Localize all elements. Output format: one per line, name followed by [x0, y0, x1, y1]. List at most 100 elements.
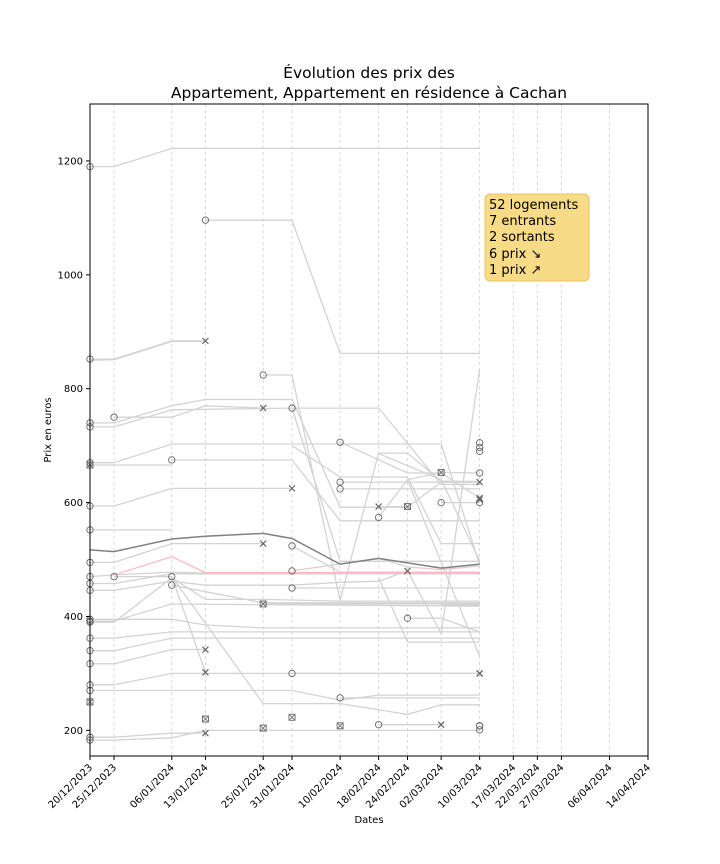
y-axis-ticks: 200 400 600 800 1000 1200 — [58, 156, 90, 737]
series-start-marker-s44 — [201, 715, 209, 723]
series-line-s49 — [90, 732, 206, 738]
summary-line-exits: 2 sortants — [489, 230, 555, 245]
series-start-marker-s44-cross — [202, 716, 209, 722]
y-tick-label-800: 800 — [64, 384, 83, 395]
series-end-marker-s25 — [404, 567, 411, 575]
y-tick-label-1200: 1200 — [58, 156, 83, 167]
series-start-marker-s45-cross — [289, 714, 295, 721]
entrant-marker-5 — [475, 722, 484, 730]
series-lines — [89, 147, 481, 741]
series-line-s50 — [90, 729, 480, 741]
summary-line-listings: 52 logements — [489, 198, 578, 213]
series-start-marker-s27 — [288, 567, 296, 575]
series-start-marker-s22 — [288, 542, 296, 550]
chart-title-line-2: Appartement, Appartement en résidence à … — [171, 84, 567, 102]
y-tick-label-200: 200 — [64, 726, 83, 737]
extra-marker-2-cross — [438, 469, 444, 476]
series-start-marker-s45 — [288, 713, 296, 721]
series-start-marker-s12 — [168, 456, 176, 464]
extra-marker-2 — [437, 468, 445, 476]
series-line-s36 — [90, 618, 480, 629]
series-line-s26 — [90, 577, 480, 623]
series-start-marker-s16 — [336, 485, 344, 493]
series-start-marker-s46-cross — [260, 725, 266, 731]
series-markers — [86, 162, 484, 744]
summary-box-background — [484, 193, 590, 282]
y-axis-label: Prix en euros — [43, 397, 54, 462]
entrant-marker-2 — [475, 447, 484, 456]
series-start-marker-s30 — [259, 600, 267, 608]
extra-marker-1 — [476, 670, 484, 677]
series-line-s9 — [291, 407, 480, 562]
series-start-marker-s30-cross — [260, 601, 266, 607]
extra-marker-0 — [476, 496, 484, 504]
series-line-s24 — [90, 573, 480, 585]
series-line-s14 — [90, 487, 292, 507]
series-start-marker-s46 — [259, 724, 267, 732]
series-line-s38 — [90, 672, 480, 686]
series-line-s4 — [89, 340, 206, 361]
series-line-s40 — [90, 689, 480, 701]
series-end-marker-s35 — [202, 646, 209, 653]
series-end-marker-s19 — [404, 503, 411, 511]
series-start-marker-s5 — [259, 371, 267, 379]
series-line-s56 — [406, 368, 481, 636]
series-start-marker-s7 — [110, 413, 118, 421]
series-line-s35 — [90, 648, 206, 665]
series-start-marker-s9 — [288, 404, 296, 412]
series-line-s17 — [378, 471, 480, 518]
entrant-marker-0 — [475, 439, 484, 447]
entrant-marker-6 — [475, 726, 484, 734]
chart-title-line-1: Évolution des prix des — [283, 63, 455, 82]
entrant-marker-3 — [475, 469, 484, 477]
series-line-s25 — [90, 570, 408, 591]
series-line-s12 — [171, 459, 480, 522]
series-line-s2 — [205, 219, 480, 355]
summary-box: 52 logements 7 entrants 2 sortants 6 pri… — [484, 193, 590, 282]
series-start-marker-s47 — [336, 722, 344, 730]
series-start-marker-s31 — [403, 614, 412, 622]
y-tick-label-600: 600 — [64, 498, 83, 509]
series-line-s54 — [378, 577, 480, 643]
series-line-median — [89, 532, 480, 569]
plot-frame — [89, 103, 649, 757]
series-line-s53 — [378, 453, 481, 561]
x-axis-label: Dates — [354, 815, 383, 826]
series-end-marker-s6 — [476, 478, 484, 486]
series-start-marker-s19 — [375, 503, 383, 511]
series-end-marker-s48 — [437, 721, 445, 729]
series-start-marker-s28 — [288, 584, 296, 592]
series-end-marker-s49 — [202, 729, 209, 737]
series-start-marker-s39 — [288, 669, 296, 678]
series-line-s34 — [90, 637, 480, 652]
series-end-marker-s21 — [259, 540, 267, 548]
series-end-marker-s7 — [259, 404, 267, 412]
series-start-marker-s17 — [374, 513, 383, 522]
series-line-s10 — [90, 443, 481, 565]
series-start-marker-s13 — [336, 438, 344, 446]
series-line-s32 — [90, 603, 480, 622]
series-end-marker-s19-cross — [404, 503, 411, 510]
y-tick-label-400: 400 — [64, 612, 83, 623]
series-start-marker-s2 — [201, 216, 210, 224]
series-line-s6 — [90, 398, 480, 508]
series-start-marker-s37 — [110, 572, 118, 581]
series-line-s3 — [90, 340, 206, 360]
series-line-s1 — [90, 147, 480, 168]
y-tick-label-1000: 1000 — [58, 270, 83, 281]
series-line-highlight — [113, 556, 480, 576]
series-line-s7 — [114, 405, 264, 418]
summary-line-entrants: 7 entrants — [489, 214, 556, 229]
series-line-s21 — [90, 542, 264, 564]
series-start-marker-s18 — [437, 498, 445, 507]
series-start-marker-s29 — [168, 581, 176, 589]
series-end-marker-s14 — [288, 484, 296, 492]
series-line-s29 — [171, 584, 480, 604]
series-end-marker-s3 — [202, 337, 209, 345]
summary-line-price-down: 6 prix ↘ — [489, 247, 541, 262]
series-line-s33 — [90, 631, 480, 639]
series-start-marker-s43 — [336, 694, 344, 702]
summary-line-price-up: 1 prix ↗ — [489, 263, 541, 278]
